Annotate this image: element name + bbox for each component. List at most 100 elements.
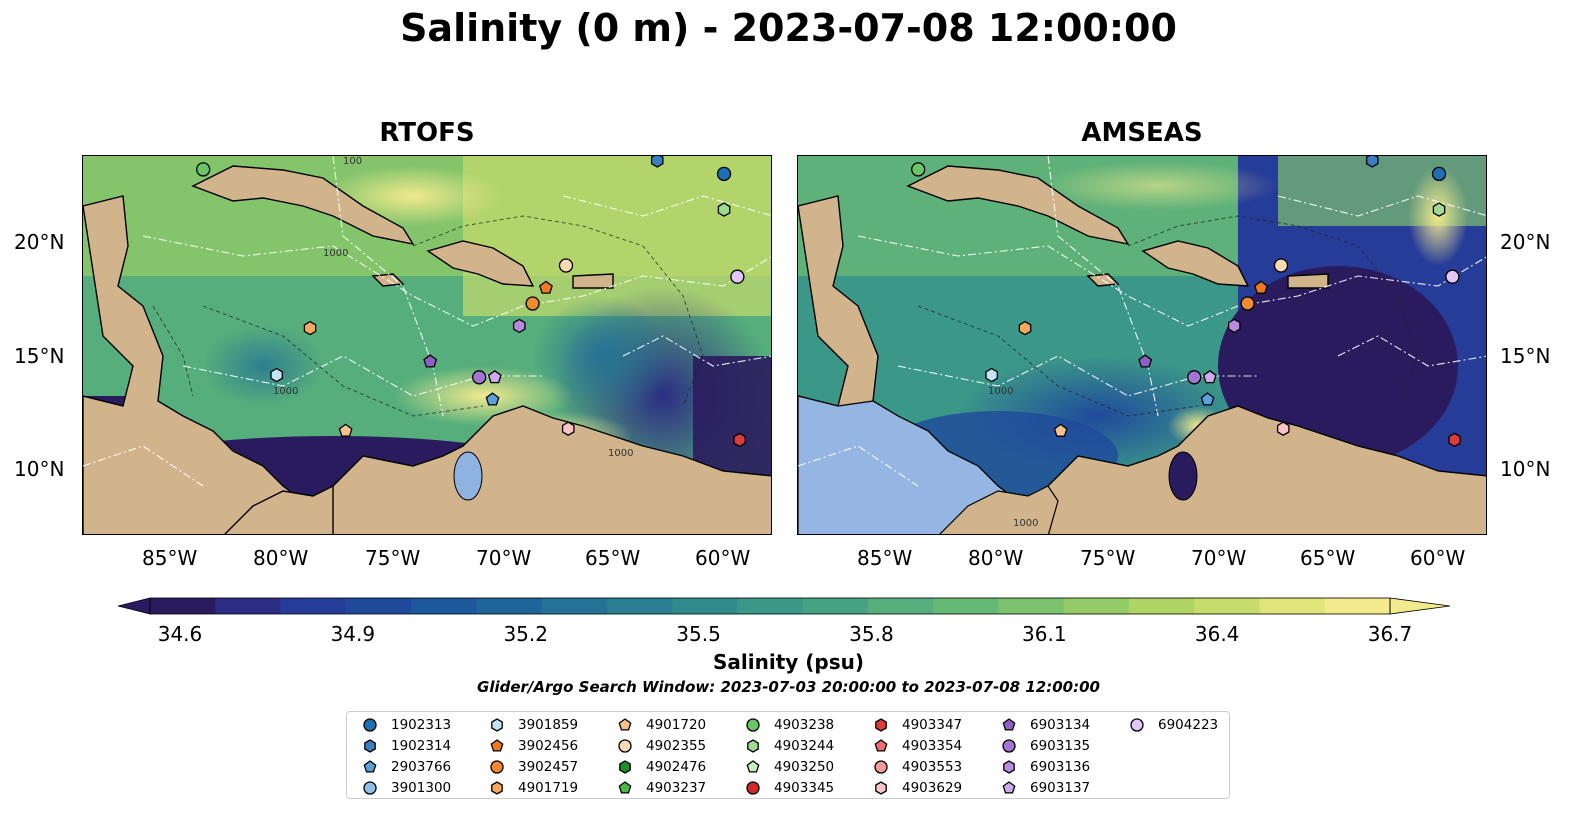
legend-label: 4903553 [902, 759, 963, 775]
legend-label: 4903354 [902, 738, 963, 754]
legend-marker [490, 739, 504, 752]
isobaths [917, 215, 1419, 417]
legend-marker [1002, 718, 1016, 731]
contour-label: 1000 [988, 386, 1013, 397]
float-marker-2903766 [485, 392, 500, 406]
legend-label: 3901300 [391, 780, 452, 796]
float-marker-4903629 [561, 421, 575, 436]
colorbar-extend-low [117, 597, 151, 615]
panel-title-amseas: AMSEAS [1081, 118, 1203, 148]
float-marker-4901720 [1053, 423, 1068, 437]
colorbar-segment [1063, 598, 1130, 614]
float-marker-6903137 [487, 369, 502, 384]
lat-tick-label: 10°N [1500, 457, 1551, 481]
legend-marker [746, 781, 760, 795]
colorbar-label: Salinity (psu) [712, 650, 864, 674]
float-marker-6903135 [1187, 370, 1202, 385]
lon-tick-label: 70°W [476, 546, 532, 570]
map-panel-rtofs: 1000 1000 1000 100 [82, 155, 772, 535]
legend-marker [1002, 739, 1016, 753]
legend-marker [1003, 760, 1015, 774]
legend-marker [618, 718, 632, 731]
legend-label: 3902457 [518, 759, 579, 775]
legend-label: 4902476 [646, 759, 707, 775]
lat-tick-label: 15°N [14, 344, 65, 368]
lon-tick-label: 85°W [142, 546, 198, 570]
float-marker-4903629 [1276, 421, 1290, 436]
lat-tick-label: 15°N [1500, 344, 1551, 368]
contour-label: 1000 [273, 386, 298, 397]
float-marker-3901859 [270, 367, 283, 383]
legend-label: 4901719 [518, 780, 579, 796]
map-amseas: 1000 1000 [798, 156, 1486, 534]
legend-label: 6903137 [1030, 780, 1091, 796]
colorbar-segment [672, 598, 738, 614]
float-markers-amseas [911, 156, 1461, 448]
legend-marker [746, 718, 760, 732]
colorbar-segment [1324, 598, 1391, 614]
legend-marker [874, 760, 888, 774]
legend-label: 4903629 [902, 780, 963, 796]
legend-label: 4903345 [774, 780, 835, 796]
float-marker-2903766 [1200, 392, 1215, 406]
search-window-note: Glider/Argo Search Window: 2023-07-03 20… [477, 678, 1100, 696]
legend-marker [490, 760, 504, 774]
colorbar-segment [476, 598, 543, 614]
legend-marker [491, 718, 503, 732]
float-marker-3902456 [539, 280, 553, 294]
legend-label: 1902313 [391, 717, 452, 733]
colorbar-extend-high [1389, 597, 1451, 615]
contour-label: 100 [343, 156, 362, 167]
eez-boundaries [83, 156, 771, 487]
float-marker-6903135 [472, 370, 487, 385]
legend-marker [364, 739, 376, 753]
map-rtofs: 1000 1000 1000 100 [83, 156, 771, 534]
float-marker-4901720 [338, 423, 353, 437]
colorbar-segment [1128, 598, 1195, 614]
contour-label: 1000 [608, 448, 633, 459]
float-marker-3902457 [1240, 296, 1255, 311]
float-marker-3902457 [525, 296, 540, 311]
lon-tick-label: 70°W [1191, 546, 1247, 570]
colorbar-segment [802, 598, 869, 614]
colorbar [117, 597, 1451, 615]
colorbar-tick-label: 35.8 [849, 622, 894, 646]
legend-label: 4903250 [774, 759, 835, 775]
colorbar-segment [215, 598, 282, 614]
float-marker-4903347 [1448, 432, 1461, 448]
float-marker-4901719 [1018, 320, 1032, 336]
legend-marker [1002, 781, 1016, 794]
lat-tick-label: 10°N [14, 457, 65, 481]
float-marker-4902355 [558, 258, 574, 273]
colorbar-segment [1194, 598, 1261, 614]
map-panel-amseas: 1000 1000 [797, 155, 1487, 535]
float-marker-1902314 [1365, 156, 1379, 168]
float-marker-6904223 [1445, 269, 1460, 284]
legend-marker [746, 760, 760, 773]
legend-label: 1902314 [391, 738, 452, 754]
legend-label: 6904223 [1158, 717, 1219, 733]
legend-label: 4903347 [902, 717, 963, 733]
colorbar-segment [998, 598, 1065, 614]
legend-label: 4903237 [646, 780, 707, 796]
colorbar-segment [737, 598, 804, 614]
legend-marker [1130, 718, 1144, 732]
lon-tick-label: 75°W [365, 546, 421, 570]
colorbar-segment [280, 598, 347, 614]
lat-tick-label: 20°N [14, 230, 65, 254]
lon-tick-label: 75°W [1080, 546, 1136, 570]
legend-label: 6903136 [1030, 759, 1091, 775]
legend-label: 4901720 [646, 717, 707, 733]
colorbar-segment [867, 598, 934, 614]
figure-title: Salinity (0 m) - 2023-07-08 12:00:00 [400, 6, 1177, 50]
legend-marker [874, 739, 888, 752]
float-marker-6904223 [730, 269, 745, 284]
legend-label: 3901859 [518, 717, 579, 733]
lon-tick-label: 80°W [253, 546, 309, 570]
lon-tick-label: 80°W [968, 546, 1024, 570]
legend-marker [618, 739, 632, 753]
legend-marker [363, 760, 377, 773]
float-marker-1902313 [716, 166, 732, 182]
float-marker-4903244 [1432, 202, 1446, 217]
legend-label: 2903766 [391, 759, 452, 775]
